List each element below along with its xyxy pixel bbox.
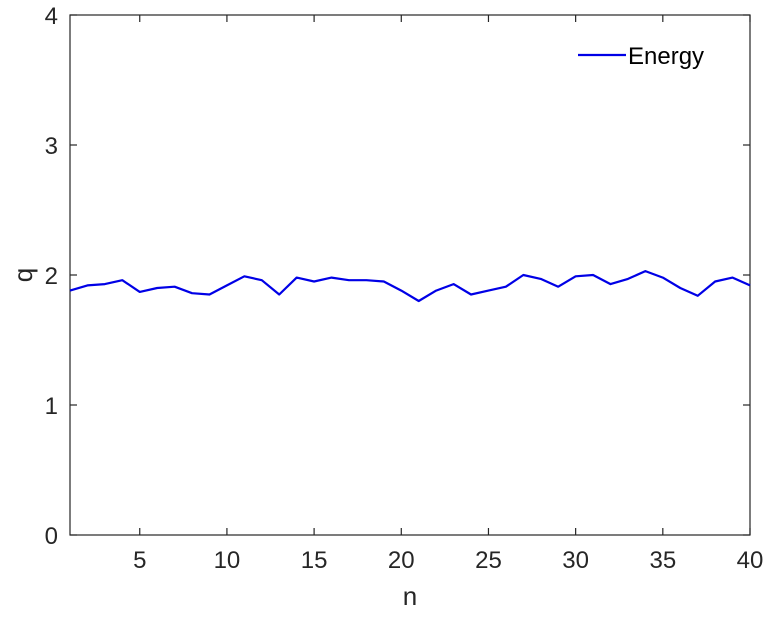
x-tick-label: 40 bbox=[737, 547, 764, 574]
legend-label-energy: Energy bbox=[628, 43, 704, 70]
series-line-energy bbox=[69, 270, 751, 303]
y-tick-label: 4 bbox=[45, 3, 58, 30]
plot-frame bbox=[69, 14, 751, 536]
axes-box bbox=[69, 14, 751, 536]
y-tick-label: 1 bbox=[45, 393, 58, 420]
y-axis-title: q bbox=[8, 268, 38, 282]
x-axis-title: n bbox=[403, 581, 417, 611]
x-tick-label: 30 bbox=[562, 547, 589, 574]
x-tick-label: 10 bbox=[214, 547, 241, 574]
axis-ticks: 5 10 15 20 25 30 35 40 0 1 2 3 4 bbox=[45, 3, 764, 574]
x-tick-label: 15 bbox=[301, 547, 328, 574]
y-tick-label: 0 bbox=[45, 523, 58, 550]
legend: Energy bbox=[570, 32, 740, 76]
x-tick-label: 20 bbox=[388, 547, 415, 574]
y-tick-label: 2 bbox=[45, 263, 58, 290]
series-layer bbox=[69, 270, 751, 303]
x-tick-label: 35 bbox=[649, 547, 676, 574]
y-tick-label: 3 bbox=[45, 133, 58, 160]
x-tick-label: 25 bbox=[475, 547, 502, 574]
x-tick-label: 5 bbox=[133, 547, 146, 574]
